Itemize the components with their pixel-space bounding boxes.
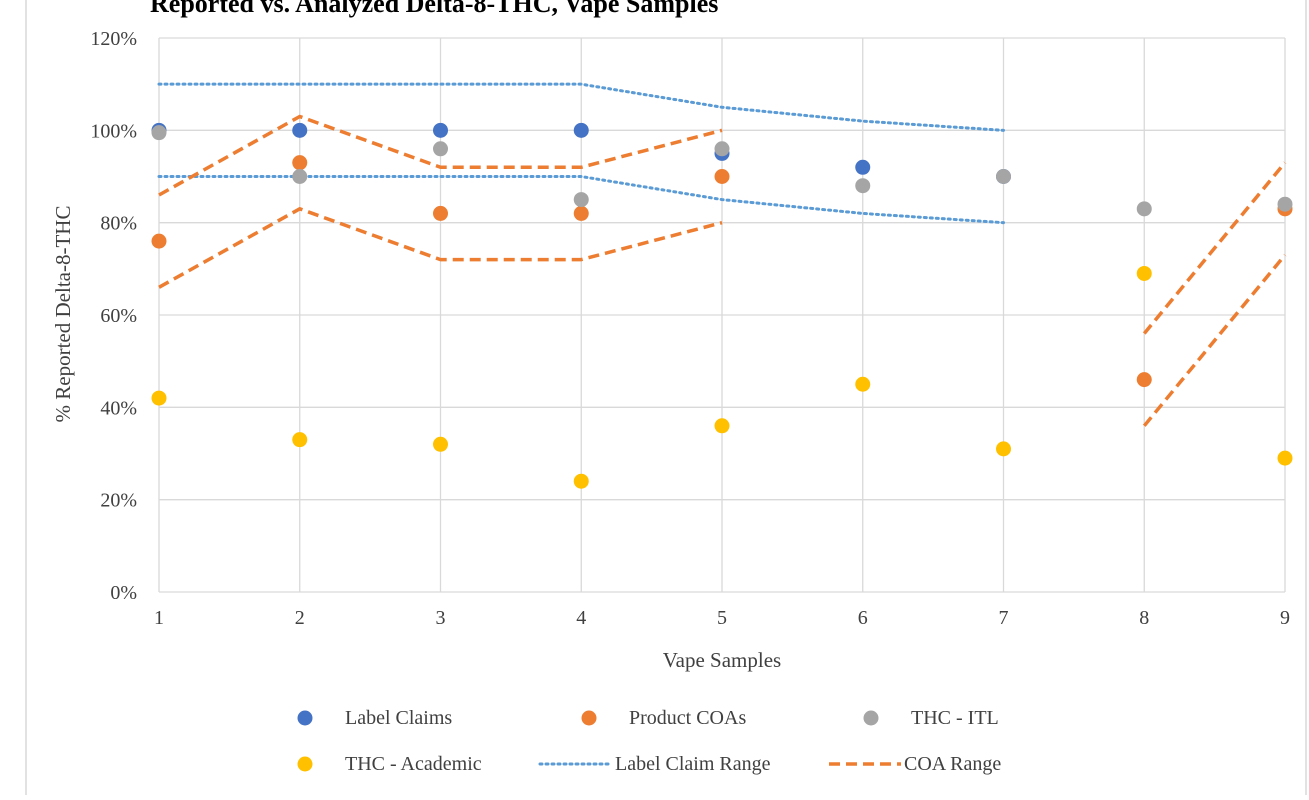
y-axis-label: % Reported Delta-8-THC [51, 206, 75, 423]
y-tick-label: 40% [100, 397, 137, 419]
series-line-coa-range [158, 206, 723, 289]
point-thc-academic [996, 441, 1011, 457]
x-tick-label: 8 [1139, 607, 1149, 629]
point-label-claims [433, 122, 448, 138]
series-line-coa-range [158, 114, 723, 197]
point-label-claims [573, 122, 589, 138]
point-product-coas [1136, 372, 1152, 388]
point-thc-itl [855, 178, 871, 194]
point-product-coas [714, 169, 730, 184]
x-tick-label: 3 [436, 607, 446, 629]
point-thc-itl [714, 141, 730, 157]
x-tick-label: 2 [295, 607, 305, 629]
point-thc-itl [151, 125, 167, 141]
x-tick-label: 9 [1280, 607, 1290, 629]
point-thc-academic [151, 390, 167, 406]
x-tick-label: 1 [154, 607, 164, 629]
y-tick-label: 60% [100, 305, 137, 327]
gridlines [158, 37, 1286, 593]
point-thc-academic [292, 432, 308, 448]
point-thc-academic [714, 418, 730, 434]
legend-marker-label-claims [297, 710, 313, 726]
point-thc-academic [433, 436, 448, 452]
point-thc-itl [292, 169, 308, 184]
x-tick-label: 4 [576, 607, 586, 629]
point-thc-itl [1277, 196, 1293, 212]
y-tick-label: 20% [100, 490, 137, 512]
legend-label-label-claim-range: Label Claim Range [615, 753, 771, 775]
point-product-coas [573, 205, 589, 221]
legend-marker-thc-itl [863, 710, 879, 726]
point-thc-academic [855, 376, 871, 392]
x-tick-label: 6 [858, 607, 868, 629]
point-thc-academic [1277, 450, 1293, 466]
point-product-coas [433, 205, 448, 221]
legend-label-thc-academic: THC - Academic [345, 753, 482, 775]
point-product-coas [151, 233, 167, 249]
point-thc-itl [433, 141, 448, 157]
legend-label-product-coas: Product COAs [629, 707, 746, 729]
series-line-label-claim-range [157, 82, 1005, 132]
legend: Label Claims Product COAs THC - ITL THC - A… [297, 707, 1001, 775]
x-axis-label: Vape Samples [663, 648, 781, 672]
x-tick-label: 7 [999, 607, 1009, 629]
legend-label-coa-range: COA Range [904, 753, 1001, 775]
legend-label-label-claims: Label Claims [345, 707, 452, 729]
point-product-coas [292, 155, 308, 171]
legend-marker-thc-academic [297, 756, 313, 772]
point-label-claims [292, 122, 308, 138]
series-line-coa-range [1142, 161, 1287, 335]
axes: 0% 20% 40% 60% 80% 100% 120% 1 2 3 4 5 6 7 8 9 [90, 28, 1290, 629]
chart-title: Reported vs. Analyzed Delta-8-THC, Vape … [150, 0, 718, 18]
point-label-claims [855, 159, 871, 175]
point-thc-itl [573, 192, 589, 208]
point-thc-academic [1136, 265, 1152, 281]
y-tick-label: 120% [90, 28, 137, 50]
y-tick-label: 0% [110, 582, 137, 604]
series-line-coa-range [1142, 253, 1287, 427]
legend-label-thc-itl: THC - ITL [911, 707, 999, 729]
point-thc-itl [996, 169, 1011, 184]
data-points [151, 122, 1293, 489]
x-tick-label: 5 [717, 607, 727, 629]
legend-marker-product-coas [581, 710, 597, 726]
y-tick-label: 100% [90, 120, 137, 142]
point-thc-itl [1136, 201, 1152, 217]
point-thc-academic [573, 473, 589, 489]
y-tick-label: 80% [100, 213, 137, 235]
